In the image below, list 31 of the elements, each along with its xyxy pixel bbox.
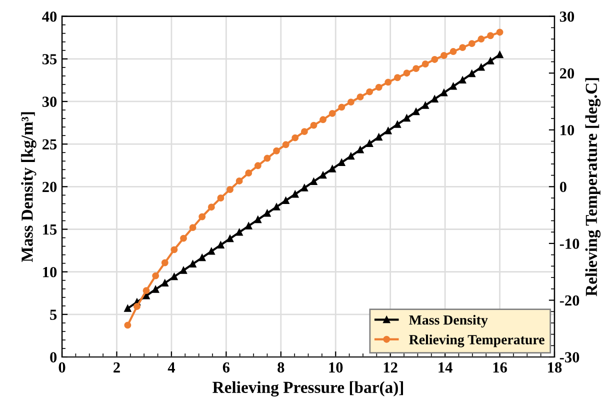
x-tick-label: 2 [114, 362, 120, 372]
x-axis-title: Relieving Pressure [bar(a)] [212, 381, 403, 397]
y-tick-label: 30 [42, 96, 57, 107]
y2-tick-label: 10 [560, 125, 574, 136]
x-tick-label: 18 [548, 362, 562, 373]
y-tick-label: 5 [50, 310, 57, 320]
y2-tick-label: 0 [560, 182, 566, 192]
x-tick-label: 8 [278, 362, 284, 373]
y2-tick-label: -30 [560, 352, 580, 362]
y-tick-label: 20 [42, 182, 57, 192]
x-tick-label: 14 [438, 362, 452, 372]
y2-tick-label: 30 [560, 11, 574, 22]
x-tick-label: 6 [222, 362, 230, 373]
x-tick-label: 4 [168, 362, 175, 372]
y-tick-label: 35 [42, 54, 57, 64]
y2-axis-title: Relieving Temperature [deg.C] [585, 78, 601, 296]
y-tick-label: 10 [43, 266, 57, 278]
x-tick-label: 10 [329, 362, 343, 373]
y-axis-title: Mass Density [kg/m³] [21, 112, 36, 262]
y2-tick-label: -20 [560, 295, 580, 306]
legend-label: Relieving Temperature [409, 334, 544, 348]
y2-tick-label: 20 [560, 68, 574, 79]
y-tick-label: 40 [42, 11, 57, 22]
y-tick-label: 25 [42, 139, 57, 150]
x-tick-label: 12 [384, 362, 398, 372]
y-tick-label: 15 [43, 224, 57, 235]
x-tick-label: 16 [493, 362, 507, 373]
y2-tick-label: -10 [560, 238, 580, 249]
x-tick-label: 0 [58, 362, 66, 373]
legend-label: Mass Density [409, 314, 488, 328]
y-tick-label: 0 [50, 352, 57, 362]
